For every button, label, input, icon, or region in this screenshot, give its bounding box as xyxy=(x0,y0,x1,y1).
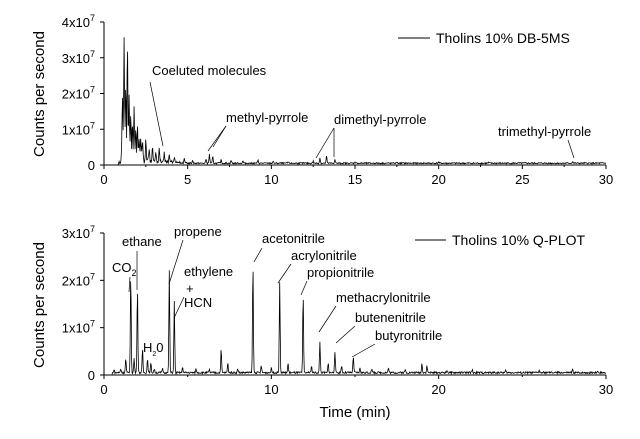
x-tick-label: 30 xyxy=(599,382,613,397)
y-tick-label: 3x107 xyxy=(62,224,95,241)
y-tick-label: 2x107 xyxy=(62,271,95,288)
chromatogram-trace xyxy=(104,270,607,376)
annotation-leader-line xyxy=(128,276,131,293)
y-axis-label: Counts per second xyxy=(31,242,48,368)
peak-annotation: CO2 xyxy=(112,260,137,278)
x-axis-label: Time (min) xyxy=(319,404,390,421)
annotation-leader-line xyxy=(318,305,337,333)
peak-annotation: butyronitrile xyxy=(375,328,442,343)
y-tick-label: 1x107 xyxy=(62,120,95,137)
annotation-leader-line xyxy=(173,296,185,319)
annotation-leader-line xyxy=(207,125,227,152)
x-tick-label: 10 xyxy=(264,382,278,397)
peak-annotation: acrylonitrile xyxy=(291,248,357,263)
peak-annotation: H20 xyxy=(143,340,164,358)
y-tick-label: 0 xyxy=(88,368,95,383)
y-tick-label: 3x107 xyxy=(62,49,95,66)
annotation-leader-line xyxy=(168,239,184,285)
x-tick-label: 25 xyxy=(515,172,529,187)
annotation-leader-line xyxy=(253,247,263,263)
annotation-leader-line xyxy=(351,343,376,358)
legend-label: Tholins 10% DB-5MS xyxy=(436,30,570,46)
peak-annotation: dimethyl-pyrrole xyxy=(334,112,426,127)
x-tick-label: 30 xyxy=(599,172,613,187)
chart-panel-1: 0 5 10 15 20 25 30 0 1x107 2x107 3x107 4x107 Counts … xyxy=(31,13,613,187)
peak-annotation: ethylene xyxy=(184,264,233,279)
y-axis-label: Counts per second xyxy=(31,31,48,157)
y-tick-label: 1x107 xyxy=(62,319,95,336)
annotation-leader-line xyxy=(149,81,164,147)
peak-annotation: butenenitrile xyxy=(355,310,426,325)
x-tick-label: 5 xyxy=(184,172,191,187)
y-tick-label: 0 xyxy=(88,158,95,173)
x-tick-label: 15 xyxy=(348,172,362,187)
x-tick-label: 10 xyxy=(264,172,278,187)
peak-annotation: HCN xyxy=(184,295,212,310)
peak-annotation: ethane xyxy=(122,234,162,249)
peak-annotation: + xyxy=(186,281,194,296)
annotation-leader-line xyxy=(315,127,335,159)
x-tick-label: 20 xyxy=(431,382,445,397)
x-tick-label: 0 xyxy=(100,172,107,187)
annotation-leader-line xyxy=(567,139,575,159)
annotation-leader-line xyxy=(277,263,292,284)
chart-panel-2: 0 10 20 30 0 1x107 2x107 3x107 Counts per second… xyxy=(31,224,613,421)
annotation-leader-line xyxy=(212,125,227,148)
chromatogram-trace xyxy=(104,37,607,166)
annotation-leader-line xyxy=(300,280,308,296)
annotation-leader-line xyxy=(335,325,356,344)
y-tick-label: 4x107 xyxy=(62,13,95,30)
legend-label: Tholins 10% Q-PLOT xyxy=(452,232,585,248)
peak-annotation: methacrylonitrile xyxy=(336,290,431,305)
x-tick-label: 20 xyxy=(431,172,445,187)
peak-annotation: trimethyl-pyrrole xyxy=(498,124,591,139)
y-tick-label: 2x107 xyxy=(62,85,95,102)
peak-annotation: propene xyxy=(174,224,222,239)
peak-annotation: Coeluted molecules xyxy=(152,63,267,78)
peak-annotation: propionitrile xyxy=(307,265,374,280)
peak-annotation: methyl-pyrrole xyxy=(226,110,308,125)
peak-annotation: acetonitrile xyxy=(262,231,325,246)
x-tick-label: 0 xyxy=(100,382,107,397)
